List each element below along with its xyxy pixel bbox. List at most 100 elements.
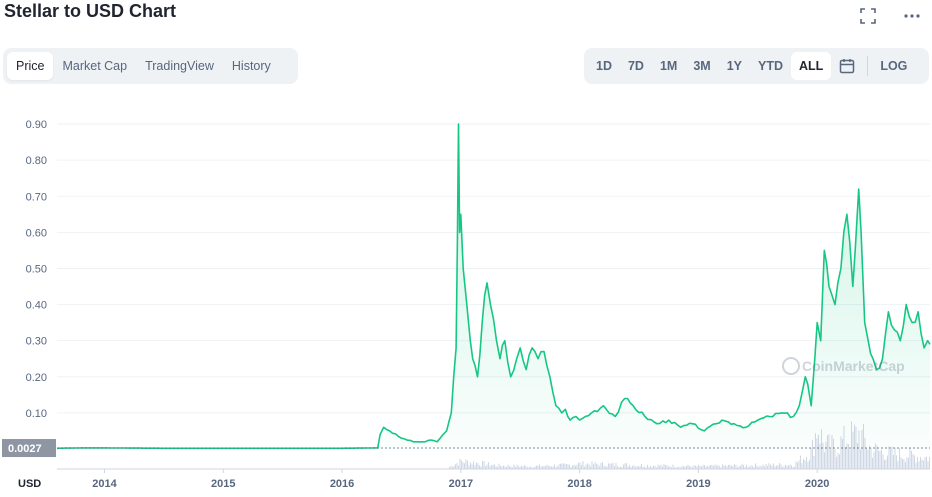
volume-bar xyxy=(879,450,881,469)
volume-bar xyxy=(609,463,611,469)
tab-history[interactable]: History xyxy=(231,59,271,73)
volume-bar xyxy=(801,463,803,469)
volume-bar xyxy=(780,464,782,469)
tab-price[interactable]: Price xyxy=(7,52,54,80)
volume-bar xyxy=(723,465,725,469)
current-price-label: 0.0027 xyxy=(8,443,42,455)
range-ytd[interactable]: YTD xyxy=(758,59,784,73)
volume-bar xyxy=(903,459,905,469)
y-tick-label: 0.40 xyxy=(26,300,47,312)
volume-bar xyxy=(796,462,798,469)
volume-bar xyxy=(691,467,693,469)
volume-bar xyxy=(792,466,794,469)
volume-bar xyxy=(667,466,669,469)
volume-bar xyxy=(639,466,641,469)
volume-bar xyxy=(546,464,548,469)
volume-bar xyxy=(897,461,899,469)
volume-bar xyxy=(466,460,468,469)
y-axis-labels: 0.10 0.20 0.30 0.40 0.50 0.60 0.70 0.80 0.90 xyxy=(26,119,47,420)
volume-bar xyxy=(640,464,642,469)
volume-bar xyxy=(568,464,570,469)
volume-bar xyxy=(787,465,789,469)
volume-bar xyxy=(652,465,654,469)
volume-bar xyxy=(904,462,906,469)
volume-bar xyxy=(805,456,807,469)
volume-bar xyxy=(708,465,710,469)
volume-bar xyxy=(793,466,795,469)
volume-bar xyxy=(543,465,545,469)
volume-bar xyxy=(841,439,843,469)
tab-tradingview[interactable]: TradingView xyxy=(145,59,214,73)
log-toggle[interactable]: LOG xyxy=(880,59,908,73)
volume-bar xyxy=(675,467,677,469)
volume-bar xyxy=(526,467,528,469)
fullscreen-icon[interactable] xyxy=(858,6,878,26)
volume-bar xyxy=(874,443,876,469)
volume-bar xyxy=(844,447,846,469)
volume-bar xyxy=(477,463,479,469)
volume-bar xyxy=(627,466,629,469)
calendar-icon[interactable] xyxy=(831,52,863,80)
volume-bar xyxy=(852,431,854,469)
volume-bar xyxy=(511,467,513,469)
range-all[interactable]: ALL xyxy=(791,52,832,80)
grid-lines xyxy=(57,123,930,470)
volume-bar xyxy=(474,465,476,469)
volume-bar xyxy=(660,464,662,469)
volume-bar xyxy=(489,466,491,469)
volume-bar xyxy=(651,467,653,469)
volume-bar xyxy=(616,466,618,469)
volume-bar xyxy=(550,466,552,469)
range-1m[interactable]: 1M xyxy=(659,59,678,73)
volume-bar xyxy=(549,465,551,469)
volume-bar xyxy=(720,467,722,469)
volume-bar xyxy=(748,466,750,469)
more-icon[interactable] xyxy=(902,6,922,26)
volume-bar xyxy=(589,466,591,469)
volume-bar xyxy=(606,466,608,469)
volume-bar xyxy=(751,466,753,469)
range-1d[interactable]: 1D xyxy=(596,59,612,73)
volume-bar xyxy=(594,462,596,469)
volume-bar xyxy=(735,464,737,469)
volume-bar xyxy=(783,466,785,469)
range-7d[interactable]: 7D xyxy=(627,59,644,73)
volume-bar xyxy=(517,466,519,469)
y-tick-label: 0.80 xyxy=(26,155,47,167)
volume-bar xyxy=(742,464,744,469)
volume-bar xyxy=(492,464,494,469)
volume-bar xyxy=(576,464,578,469)
volume-bar xyxy=(864,437,866,469)
volume-bar xyxy=(924,457,926,469)
volume-bar xyxy=(756,465,758,469)
volume-bar xyxy=(912,454,914,469)
volume-bar xyxy=(766,465,768,469)
volume-bar xyxy=(832,439,834,469)
volume-bar xyxy=(679,467,681,469)
volume-bar xyxy=(483,461,485,469)
volume-bar xyxy=(678,466,680,469)
volume-bar xyxy=(786,465,788,469)
volume-bar xyxy=(453,465,455,469)
volume-bar xyxy=(630,467,632,469)
volume-bar xyxy=(555,466,557,469)
volume-bar xyxy=(681,465,683,469)
volume-bar xyxy=(916,456,918,469)
volume-bar xyxy=(459,458,461,469)
tab-market-cap[interactable]: Market Cap xyxy=(62,59,128,73)
volume-bar xyxy=(631,466,633,469)
volume-bar xyxy=(765,464,767,469)
volume-bar xyxy=(649,465,651,469)
volume-bar xyxy=(873,452,875,469)
volume-bar xyxy=(907,457,909,469)
range-3m[interactable]: 3M xyxy=(693,59,711,73)
range-1y[interactable]: 1Y xyxy=(726,59,743,73)
volume-bar xyxy=(697,465,699,469)
price-chart[interactable]: 0.10 0.20 0.30 0.40 0.50 0.60 0.70 0.80 0.90 201… xyxy=(0,96,932,497)
volume-bar xyxy=(478,465,480,469)
volume-bar xyxy=(486,464,488,469)
volume-bar xyxy=(736,467,738,469)
volume-bar xyxy=(769,464,771,469)
volume-bar xyxy=(711,464,713,469)
volume-bar xyxy=(739,465,741,469)
